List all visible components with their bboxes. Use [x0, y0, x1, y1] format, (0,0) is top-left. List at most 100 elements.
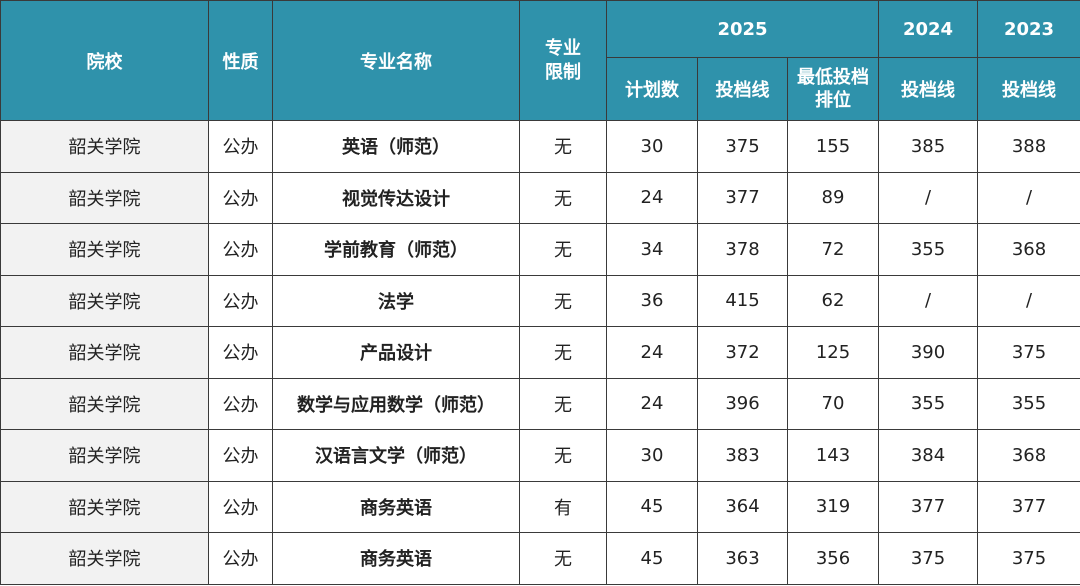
table-cell: 319 — [786, 480, 880, 533]
table-cell: 无 — [519, 326, 607, 379]
table-cell: 公办 — [208, 532, 273, 585]
table-cell: 商务英语 — [272, 532, 520, 585]
table-cell: 363 — [697, 532, 788, 585]
table-cell: 公办 — [208, 171, 273, 224]
header-text: 最低投档排位 — [797, 66, 869, 111]
table-cell: 无 — [519, 429, 607, 482]
table-cell: 汉语言文学（师范） — [272, 429, 520, 482]
table-cell: 24 — [606, 326, 698, 379]
table-row: 韶关学院 公办 法学无 36 415 62// — [0, 274, 1080, 327]
table-cell: 384 — [878, 429, 979, 482]
table-row: 韶关学院 公办 数学与应用数学（师范）无 24 396 70 355 355 — [0, 377, 1080, 430]
table-cell: 公办 — [208, 223, 273, 276]
table-cell: 34 — [606, 223, 698, 276]
sub-header: 计划数 — [606, 57, 698, 121]
table-cell: 英语（师范） — [272, 120, 520, 173]
table-row: 韶关学院 公办 英语（师范）无 30 375 155 385 388 — [0, 120, 1080, 173]
table-cell: 62 — [786, 274, 880, 327]
table-row: 韶关学院 公办 产品设计无 24 372 125 390 375 — [0, 326, 1080, 379]
table-cell: 390 — [878, 326, 979, 379]
table-cell: 388 — [977, 120, 1080, 173]
table-cell: 无 — [519, 274, 607, 327]
sub-header: 最低投档排位 — [786, 57, 880, 121]
table-cell: 30 — [606, 120, 698, 173]
header-cell: 院校 — [0, 0, 209, 121]
table-cell: 356 — [786, 532, 880, 585]
table-cell: 45 — [606, 532, 698, 585]
table-cell: / — [977, 171, 1080, 224]
table-row: 韶关学院 公办 商务英语有 45 364 319 377 377 — [0, 480, 1080, 533]
table-cell: 378 — [697, 223, 788, 276]
header-cell: 性质 — [208, 0, 273, 121]
table-cell: 商务英语 — [272, 480, 520, 533]
table-cell: 韶关学院 — [0, 532, 209, 585]
table-cell: 89 — [786, 171, 880, 224]
table-cell: 无 — [519, 532, 607, 585]
table-cell: 韶关学院 — [0, 480, 209, 533]
table-cell: 24 — [606, 171, 698, 224]
table-cell: 数学与应用数学（师范） — [272, 377, 520, 430]
table-cell: 125 — [786, 326, 880, 379]
table-cell: 375 — [977, 532, 1080, 585]
header-cell: 专业限制 — [519, 0, 607, 121]
table-cell: 公办 — [208, 480, 273, 533]
table-cell: 韶关学院 — [0, 171, 209, 224]
table-cell: 385 — [878, 120, 979, 173]
table-cell: 415 — [697, 274, 788, 327]
table-cell: 视觉传达设计 — [272, 171, 520, 224]
year-header: 2025 — [605, 0, 880, 58]
table-cell: 法学 — [272, 274, 520, 327]
table-cell: / — [878, 274, 979, 327]
table-cell: 375 — [878, 532, 979, 585]
table-cell: 368 — [977, 429, 1080, 482]
table-cell: 学前教育（师范） — [272, 223, 520, 276]
table-cell: 377 — [878, 480, 979, 533]
table-cell: 韶关学院 — [0, 326, 209, 379]
table-cell: 公办 — [208, 326, 273, 379]
table-cell: 36 — [606, 274, 698, 327]
table-cell: 24 — [606, 377, 698, 430]
table-cell: 韶关学院 — [0, 377, 209, 430]
table-cell: 有 — [519, 480, 607, 533]
table-row: 韶关学院 公办 学前教育（师范）无 34 378 72 355 368 — [0, 223, 1080, 276]
table-body: 韶关学院 公办 英语（师范）无 30 375 155 385 388 韶关学院 公办 视觉传达设计无… — [0, 120, 1080, 585]
table-cell: 375 — [697, 120, 788, 173]
table-cell: 375 — [977, 326, 1080, 379]
table-cell: 368 — [977, 223, 1080, 276]
table-cell: 70 — [786, 377, 880, 430]
year-header: 2023 — [977, 0, 1080, 58]
sub-header: 投档线 — [977, 57, 1080, 121]
table-cell: 无 — [519, 223, 607, 276]
table-cell: 公办 — [208, 274, 273, 327]
table-cell: 韶关学院 — [0, 274, 209, 327]
table-cell: 韶关学院 — [0, 223, 209, 276]
table-cell: 公办 — [208, 429, 273, 482]
table-cell: 355 — [878, 223, 979, 276]
table-cell: 无 — [519, 171, 607, 224]
table-cell: 355 — [977, 377, 1080, 430]
table-row: 韶关学院 公办 视觉传达设计无 24 377 89// — [0, 171, 1080, 224]
table-cell: 364 — [697, 480, 788, 533]
table-cell: 45 — [606, 480, 698, 533]
table-cell: / — [977, 274, 1080, 327]
table-cell: 产品设计 — [272, 326, 520, 379]
table-cell: 143 — [786, 429, 880, 482]
table-cell: 公办 — [208, 120, 273, 173]
table-cell: 韶关学院 — [0, 120, 209, 173]
table-cell: 30 — [606, 429, 698, 482]
table-cell: 公办 — [208, 377, 273, 430]
sub-header: 投档线 — [697, 57, 788, 121]
table-cell: 355 — [878, 377, 979, 430]
table-row: 韶关学院 公办 汉语言文学（师范）无 30 383 143 384 368 — [0, 429, 1080, 482]
table-row: 韶关学院 公办 商务英语无 45 363 356 375 375 — [0, 532, 1080, 585]
sub-header: 投档线 — [878, 57, 979, 121]
table-cell: 155 — [786, 120, 880, 173]
table-cell: 383 — [697, 429, 788, 482]
year-header: 2024 — [878, 0, 979, 58]
table-cell: 无 — [519, 377, 607, 430]
table-cell: 372 — [697, 326, 788, 379]
header-text: 专业限制 — [544, 38, 581, 83]
table-cell: 72 — [786, 223, 880, 276]
